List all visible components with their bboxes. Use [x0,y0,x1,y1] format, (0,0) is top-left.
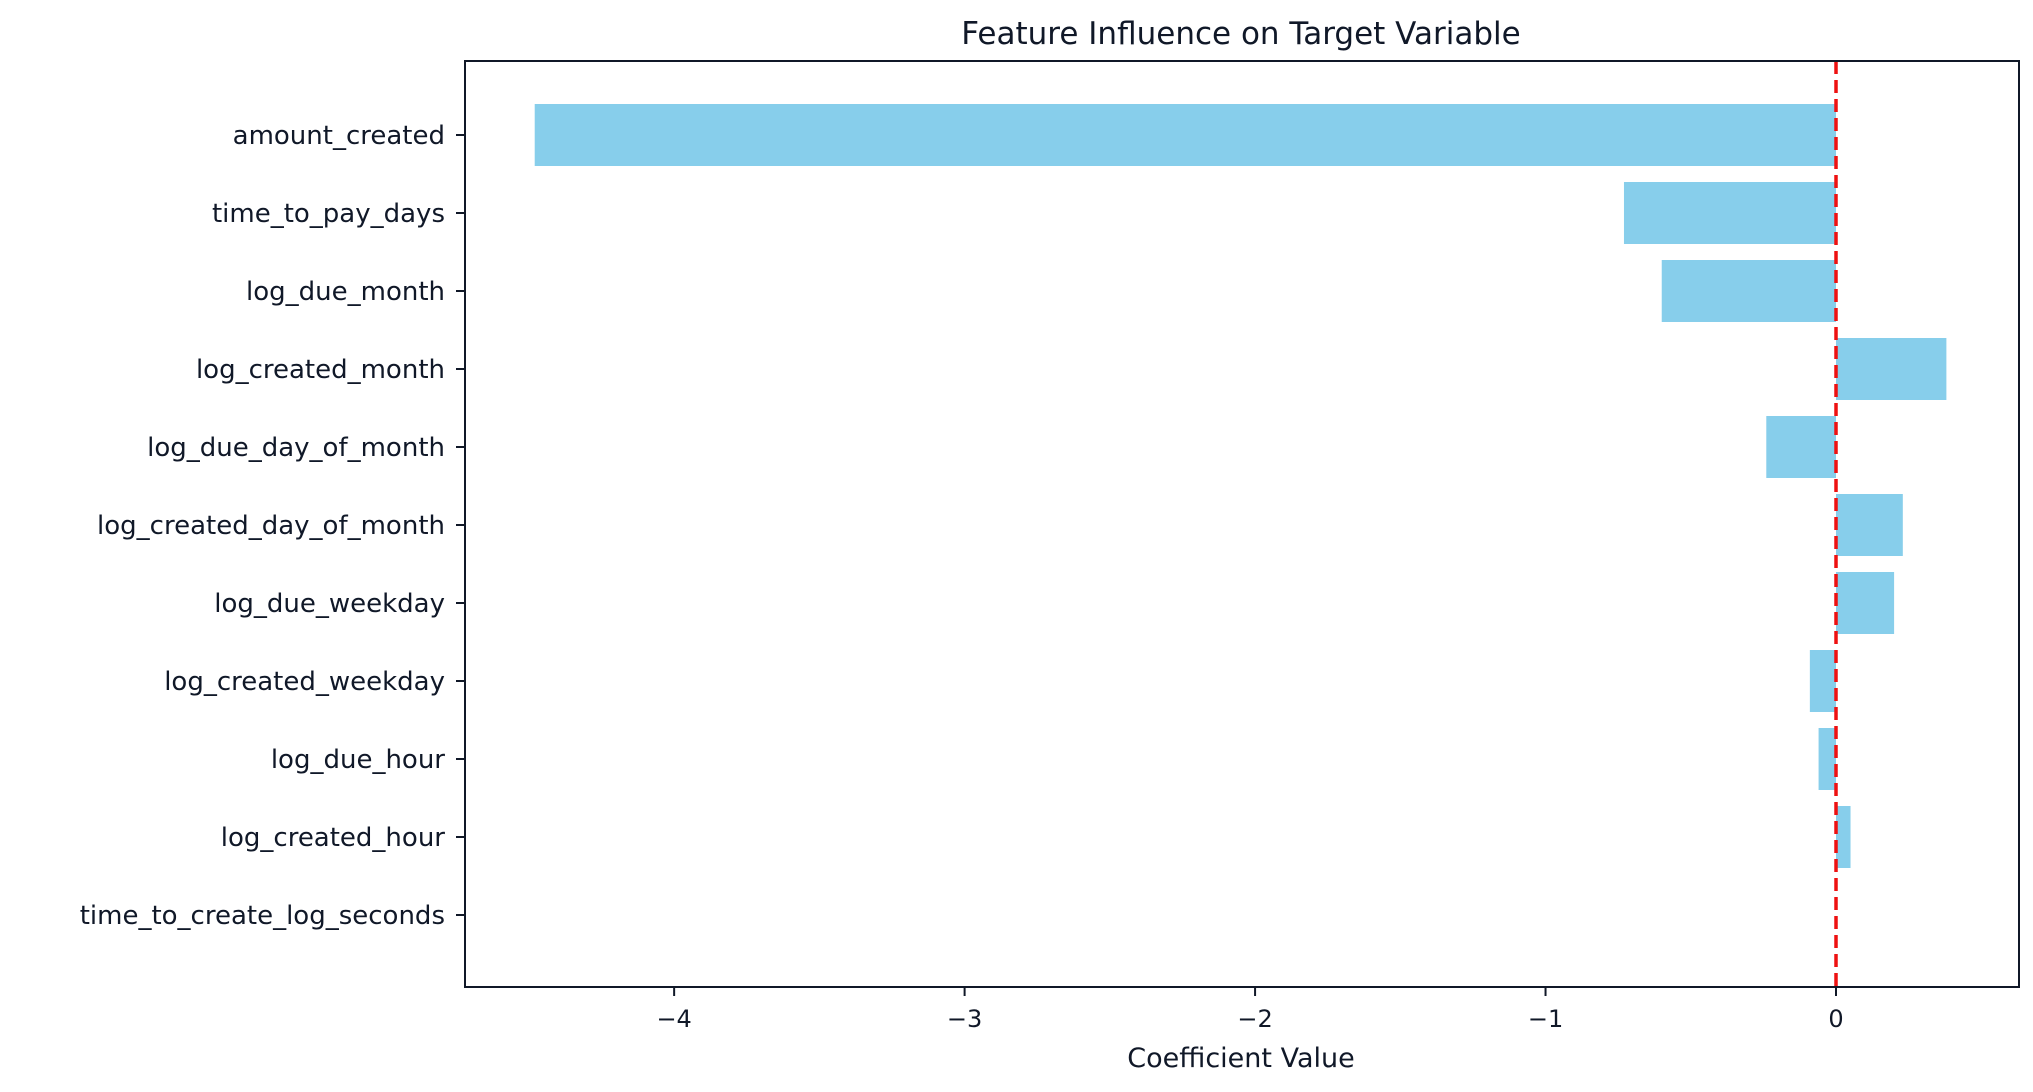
y-tick-label: log_created_month [196,355,445,385]
y-tick-label: log_due_hour [271,745,445,775]
y-tick-label: log_due_weekday [214,589,445,619]
bar-log-due-day-of-month [1766,416,1837,478]
x-tick-label: −2 [1237,1005,1272,1033]
x-tick-label: 0 [1828,1005,1843,1033]
y-tick-label: log_created_day_of_month [97,511,445,541]
y-tick-label: amount_created [233,121,445,151]
y-tick-label: time_to_pay_days [212,199,445,229]
y-tick-labels: amount_created time_to_pay_days log_due_mo… [80,121,465,931]
x-axis-label: Coefficient Value [1127,1043,1354,1074]
plot-frame [464,60,2020,988]
y-tick-label: log_due_day_of_month [147,433,445,463]
y-tick-label: log_created_weekday [164,667,445,697]
bar-log-created-weekday [1809,650,1837,712]
bar-time-to-pay-days [1623,182,1837,244]
y-tick-label: time_to_create_log_seconds [80,901,445,931]
bar-amount-created [534,104,1837,166]
bar-log-due-month [1661,260,1837,322]
chart-title: Feature Influence on Target Variable [961,16,1520,52]
bar-log-due-hour [1818,728,1837,790]
x-axis-ticks: −4 −3 −2 −1 0 [656,987,1844,1033]
bar-log-due-weekday [1836,572,1895,634]
bar-log-created-hour [1836,806,1851,868]
bar-log-created-day-of-month [1836,494,1903,556]
y-tick-label: log_created_hour [221,823,446,853]
x-tick-label: −1 [1528,1005,1563,1033]
x-tick-label: −4 [656,1005,691,1033]
x-tick-label: −3 [947,1005,982,1033]
bars-group [534,104,1947,868]
y-tick-label: log_due_month [246,277,445,307]
bar-log-created-month [1836,338,1947,400]
